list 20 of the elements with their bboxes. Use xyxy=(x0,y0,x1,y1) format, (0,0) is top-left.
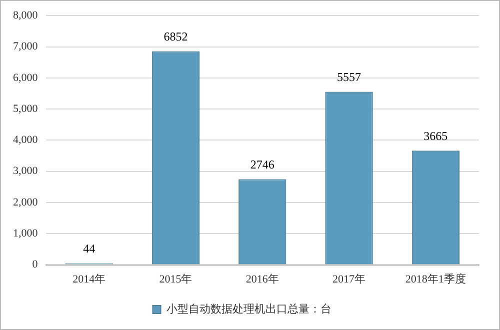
y-tick-label: 5,000 xyxy=(13,102,38,115)
y-tick-label: 4,000 xyxy=(13,134,38,146)
data-label: 5557 xyxy=(337,70,362,84)
data-label: 3665 xyxy=(424,128,448,143)
data-label: 6852 xyxy=(164,30,188,44)
x-tick-label: 2018年1季度 xyxy=(405,272,466,286)
y-tick-label: 0 xyxy=(32,258,38,271)
legend-label: 小型自动数据处理机出口总量：台 xyxy=(166,302,332,316)
y-tick-label: 8,000 xyxy=(13,9,38,22)
y-tick-label: 2,000 xyxy=(13,196,38,208)
y-tick-label: 6,000 xyxy=(13,72,38,84)
y-tick-label: 3,000 xyxy=(13,165,38,178)
y-tick-label: 7,000 xyxy=(13,40,38,53)
x-tick-label: 2017年 xyxy=(332,273,366,286)
y-tick-label: 1,000 xyxy=(13,228,38,240)
x-tick-label: 2016年 xyxy=(246,273,279,286)
x-tick-label: 2014年 xyxy=(72,273,106,286)
x-tick-label: 2015年 xyxy=(159,273,192,286)
data-label: 2746 xyxy=(250,157,274,172)
data-label: 44 xyxy=(83,242,96,256)
